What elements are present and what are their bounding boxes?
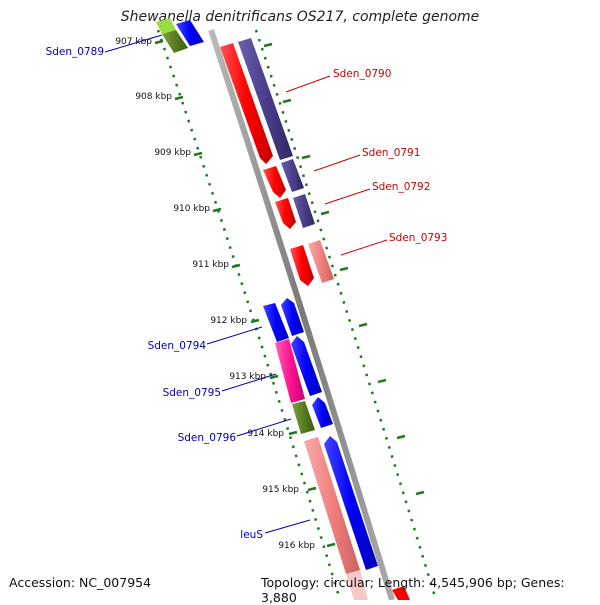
cds-feature[interactable] — [281, 159, 304, 192]
cds-feature[interactable] — [263, 303, 289, 342]
cds-feature[interactable] — [292, 401, 315, 434]
gene-sden-0795[interactable] — [275, 336, 322, 403]
label-leader — [236, 418, 292, 437]
gene-label-sden-0793[interactable]: Sden_0793 — [389, 232, 447, 244]
gene-label-sden-0792[interactable]: Sden_0792 — [372, 181, 430, 193]
label-leader — [264, 519, 311, 534]
outer-tick — [396, 434, 406, 440]
tick-marks — [154, 39, 425, 548]
cds-feature[interactable] — [324, 436, 378, 570]
cds-feature[interactable] — [238, 38, 293, 160]
outer-tick — [301, 154, 311, 160]
tick-916 — [326, 542, 336, 548]
outer-tick — [358, 322, 368, 328]
cds-feature[interactable] — [293, 194, 315, 228]
accession-text: Accession: NC_007954 — [9, 575, 152, 590]
gene-label-sden-0791[interactable]: Sden_0791 — [362, 147, 420, 159]
tick-label: 916 kbp — [278, 541, 315, 551]
gene-sden-0794[interactable] — [263, 298, 304, 342]
tick-910 — [212, 207, 222, 213]
cds-feature[interactable] — [263, 166, 286, 198]
cds-feature[interactable] — [275, 198, 296, 229]
tick-label: 907 kbp — [115, 37, 152, 47]
outer-tick — [339, 266, 349, 272]
gene-sden-0792[interactable] — [275, 194, 315, 229]
tick-911 — [231, 263, 241, 269]
cds-feature[interactable] — [312, 397, 333, 428]
cds-feature[interactable] — [346, 570, 368, 600]
tick-907 — [154, 39, 164, 45]
gene-label-sden-0789[interactable]: Sden_0789 — [46, 46, 104, 58]
tick-908 — [174, 95, 184, 101]
cds-feature[interactable] — [162, 30, 188, 53]
tick-909 — [193, 151, 203, 157]
gene-sden-0793[interactable] — [290, 240, 334, 286]
gene-sden-0790[interactable] — [220, 38, 293, 164]
tick-914 — [288, 430, 298, 436]
tick-label: 912 kbp — [210, 316, 247, 326]
label-leader — [313, 154, 361, 172]
outer-tick — [320, 210, 330, 216]
gene-sden-0789[interactable] — [156, 18, 204, 53]
genome-stats-text: Topology: circular; Length: 4,545,906 bp… — [261, 575, 565, 605]
outer-guide-ring — [254, 29, 438, 600]
cds-feature[interactable] — [308, 240, 334, 283]
map-title: Shewanella denitrificans OS217, complete… — [120, 9, 480, 25]
gene-label-sden-0795[interactable]: Sden_0795 — [163, 387, 221, 399]
label-leader — [206, 326, 263, 345]
cds-feature[interactable] — [290, 245, 314, 286]
tick-label: 913 kbp — [229, 372, 266, 382]
label-leader — [221, 373, 277, 392]
outer-tick — [263, 42, 273, 48]
gene-label-sden-0796[interactable]: Sden_0796 — [178, 432, 237, 444]
cds-feature[interactable] — [275, 339, 305, 403]
tick-label: 914 kbp — [247, 429, 284, 439]
tick-label: 908 kbp — [135, 92, 172, 102]
gene-label-leus[interactable]: leuS — [240, 529, 263, 541]
tick-915 — [307, 486, 317, 492]
genome-backbone — [208, 29, 395, 600]
cds-feature[interactable] — [176, 20, 204, 46]
gene-sden-0791[interactable] — [263, 159, 304, 198]
cds-feature[interactable] — [291, 336, 322, 396]
label-leader — [340, 239, 388, 256]
tick-913 — [269, 374, 279, 380]
tick-label: 910 kbp — [173, 204, 210, 214]
cds-feature[interactable] — [392, 586, 410, 600]
tick-label: 911 kbp — [192, 260, 229, 270]
gene-leus[interactable] — [304, 436, 378, 600]
label-leader — [285, 75, 331, 93]
cds-feature[interactable] — [220, 43, 273, 164]
outer-tick — [377, 378, 387, 384]
gene-label-sden-0794[interactable]: Sden_0794 — [148, 340, 207, 352]
label-leader — [104, 34, 163, 53]
cds-feature[interactable] — [281, 298, 304, 336]
cds-feature[interactable] — [304, 437, 360, 574]
outer-tick — [415, 490, 425, 496]
cds-feature[interactable] — [156, 18, 176, 34]
tick-label: 909 kbp — [154, 148, 191, 158]
gene-sden-0796[interactable] — [292, 397, 333, 434]
label-leader — [324, 188, 371, 205]
tick-912 — [250, 318, 260, 324]
outer-tick — [282, 98, 292, 104]
gene-label-sden-0790[interactable]: Sden_0790 — [333, 68, 391, 80]
tick-label: 915 kbp — [262, 485, 299, 495]
